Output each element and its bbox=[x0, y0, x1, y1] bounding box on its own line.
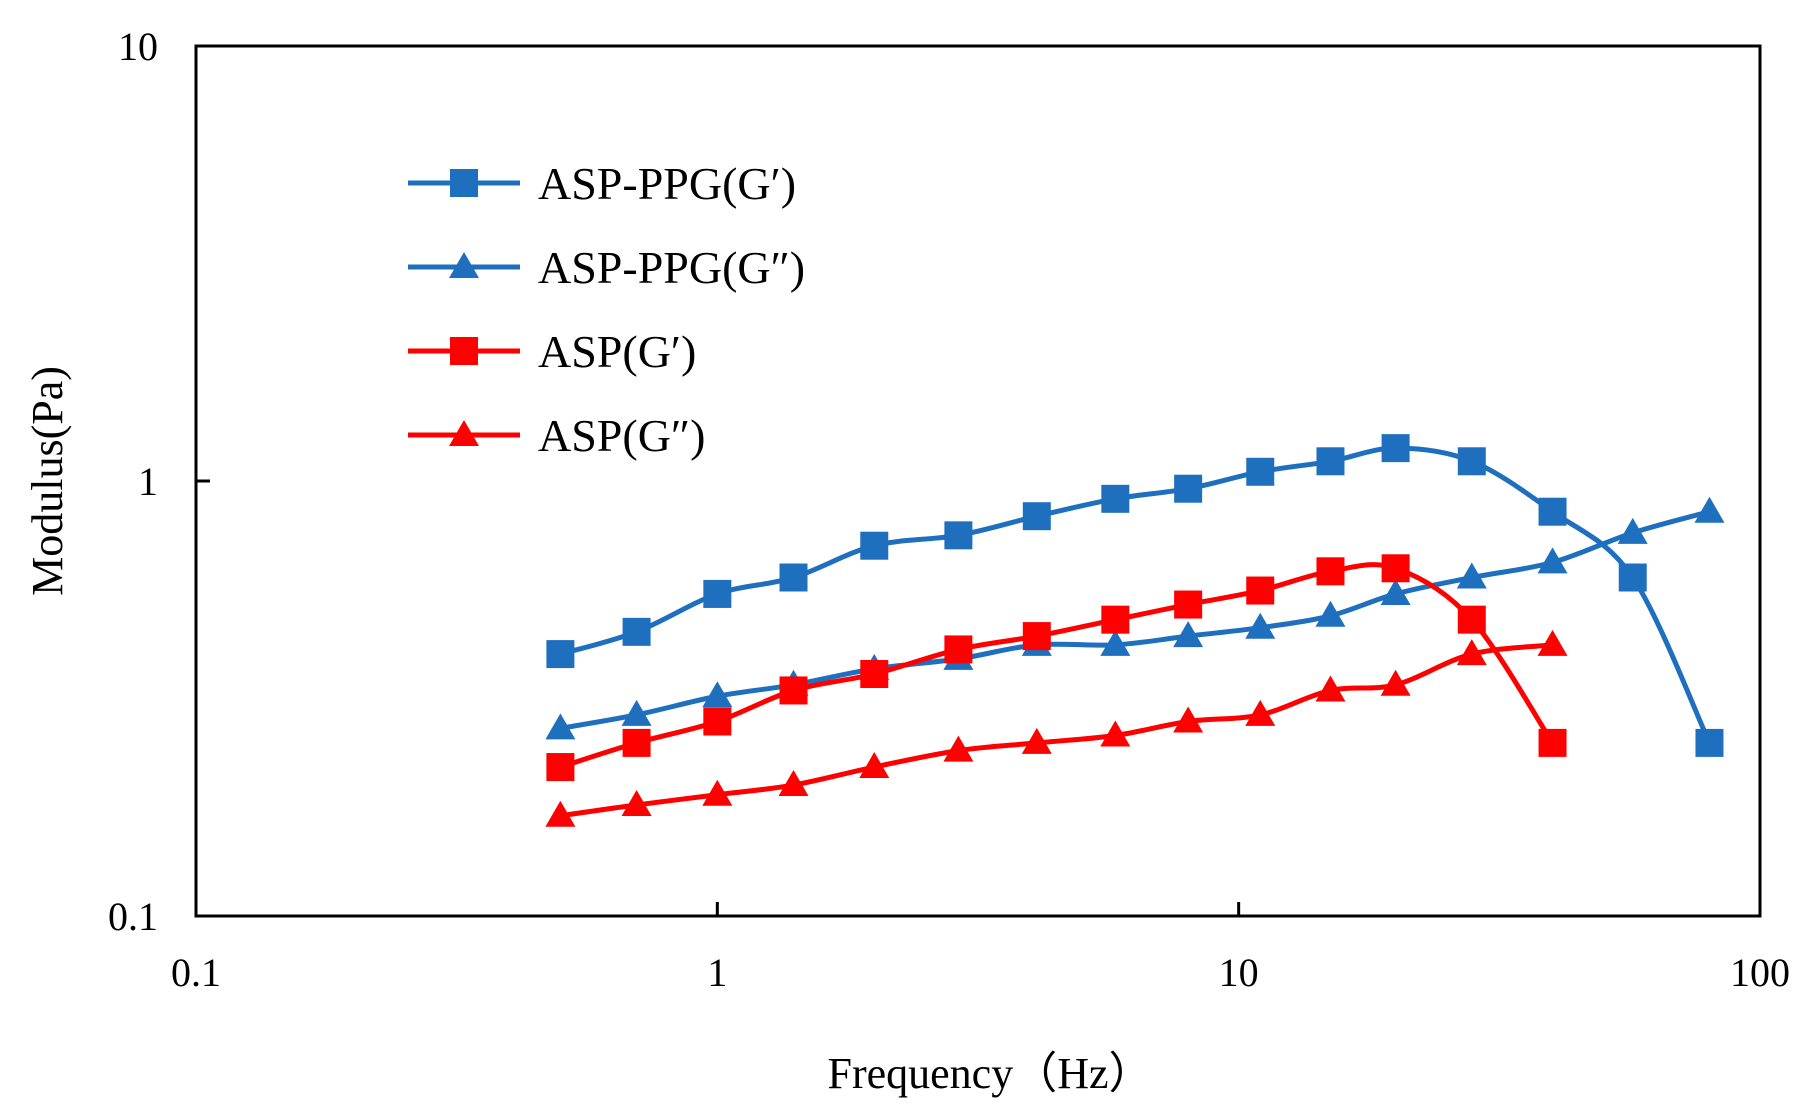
series-line bbox=[559, 445, 1712, 744]
data-point-square bbox=[1246, 457, 1275, 486]
x-tick-label: 10 bbox=[1219, 950, 1259, 995]
data-point-square bbox=[1101, 484, 1130, 513]
data-point-square bbox=[1457, 447, 1486, 476]
legend-item: ASP(G′) bbox=[408, 326, 696, 377]
y-tick-label: 0.1 bbox=[108, 894, 158, 939]
data-point-triangle bbox=[1537, 629, 1568, 656]
data-point-triangle bbox=[545, 800, 576, 827]
data-point-square bbox=[703, 579, 732, 608]
data-point-triangle bbox=[1173, 706, 1204, 733]
data-point-triangle bbox=[702, 779, 733, 806]
y-axis-title: Modulus(Pa) bbox=[23, 366, 72, 596]
data-point-square bbox=[622, 728, 651, 757]
data-point-triangle bbox=[1694, 496, 1725, 523]
data-point-square bbox=[1101, 605, 1130, 634]
data-point-square bbox=[1174, 474, 1203, 503]
legend-item: ASP-PPG(G″) bbox=[408, 242, 805, 293]
data-point-triangle bbox=[778, 770, 809, 797]
data-point-triangle bbox=[1617, 517, 1648, 544]
data-point-square bbox=[779, 676, 808, 705]
x-tick-label: 100 bbox=[1730, 950, 1790, 995]
data-point-square bbox=[860, 660, 889, 689]
x-tick-label: 0.1 bbox=[171, 950, 221, 995]
data-point-triangle bbox=[1021, 727, 1052, 754]
data-point-triangle bbox=[1456, 639, 1487, 666]
series-line bbox=[559, 509, 1711, 731]
legend-triangle-marker bbox=[449, 420, 479, 446]
data-point-square bbox=[546, 640, 575, 669]
data-point-square bbox=[1174, 590, 1203, 619]
data-point-square bbox=[1022, 502, 1051, 531]
y-tick-label: 10 bbox=[118, 24, 158, 69]
legend-label: ASP(G″) bbox=[538, 410, 705, 461]
data-point-square bbox=[1381, 434, 1410, 463]
data-point-square bbox=[1538, 497, 1567, 526]
y-tick-label: 1 bbox=[138, 459, 158, 504]
legend-triangle-marker bbox=[449, 252, 479, 278]
data-point-triangle bbox=[1380, 578, 1411, 605]
legend-label: ASP-PPG(G′) bbox=[538, 158, 796, 209]
data-point-square bbox=[860, 531, 889, 560]
plot-frame bbox=[194, 44, 1762, 918]
legend-square-marker bbox=[450, 169, 478, 197]
data-point-triangle bbox=[702, 681, 733, 708]
x-axis-ticks: 0.1 1 10 100 bbox=[171, 902, 1790, 995]
data-point-triangle bbox=[1537, 547, 1568, 574]
series-2 bbox=[546, 554, 1567, 782]
data-point-square bbox=[944, 521, 973, 550]
data-point-square bbox=[1695, 728, 1724, 757]
y-axis-ticks: 0.1 1 10 bbox=[108, 24, 210, 939]
series-0 bbox=[546, 434, 1724, 757]
legend: ASP-PPG(G′) ASP-PPG(G″) ASP(G′) ASP(G″) bbox=[408, 158, 805, 461]
data-point-triangle bbox=[1380, 669, 1411, 696]
legend-label: ASP(G′) bbox=[538, 326, 696, 377]
data-point-square bbox=[1538, 728, 1567, 757]
data-point-triangle bbox=[1245, 612, 1276, 639]
legend-item: ASP(G″) bbox=[408, 410, 705, 461]
data-point-square bbox=[622, 617, 651, 646]
data-point-square bbox=[779, 563, 808, 592]
data-point-triangle bbox=[1245, 699, 1276, 726]
data-point-square bbox=[1022, 622, 1051, 651]
data-point-triangle bbox=[943, 735, 974, 762]
data-point-square bbox=[1618, 563, 1647, 592]
series-layer bbox=[545, 434, 1725, 827]
x-tick-label: 1 bbox=[707, 950, 727, 995]
x-axis-title: Frequency（Hz） bbox=[827, 1049, 1152, 1098]
data-point-square bbox=[1316, 447, 1345, 476]
series-3 bbox=[545, 629, 1568, 827]
data-point-square bbox=[1381, 554, 1410, 583]
data-point-triangle bbox=[1100, 720, 1131, 747]
data-point-square bbox=[1316, 557, 1345, 586]
data-point-triangle bbox=[545, 713, 576, 740]
legend-label: ASP-PPG(G″) bbox=[538, 242, 805, 293]
data-point-triangle bbox=[621, 699, 652, 726]
data-point-square bbox=[944, 635, 973, 664]
data-point-triangle bbox=[621, 789, 652, 816]
data-point-triangle bbox=[1173, 621, 1204, 648]
legend-item: ASP-PPG(G′) bbox=[408, 158, 796, 209]
data-point-square bbox=[546, 753, 575, 782]
data-point-square bbox=[703, 707, 732, 736]
data-point-triangle bbox=[1100, 629, 1131, 656]
data-point-square bbox=[1457, 605, 1486, 634]
data-point-triangle bbox=[1315, 600, 1346, 627]
legend-square-marker bbox=[450, 337, 478, 365]
data-point-triangle bbox=[1315, 675, 1346, 702]
data-point-triangle bbox=[859, 752, 890, 779]
data-point-square bbox=[1246, 576, 1275, 605]
data-point-triangle bbox=[1456, 562, 1487, 589]
